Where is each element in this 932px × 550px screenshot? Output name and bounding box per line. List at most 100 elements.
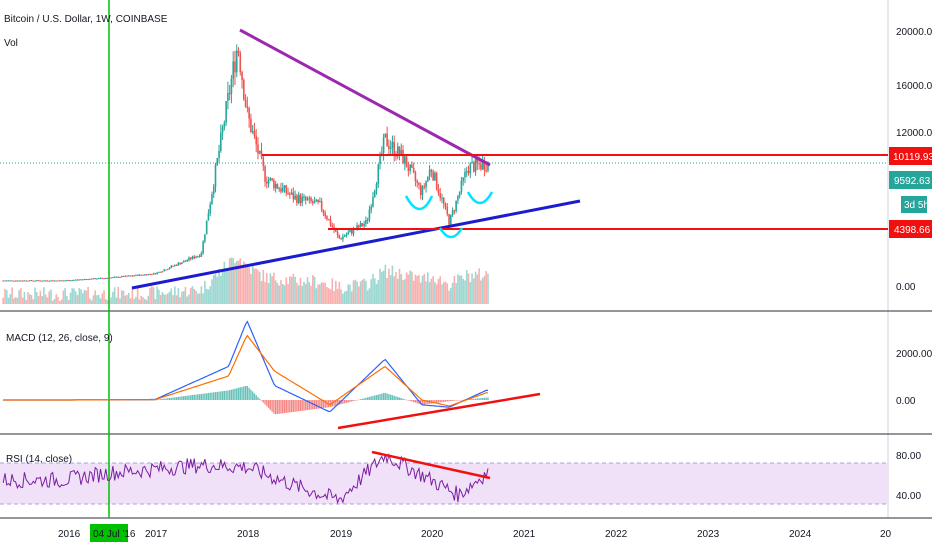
symbol-title[interactable]: Bitcoin / U.S. Dollar, 1W, COINBASE bbox=[4, 14, 168, 25]
macd-histogram-bar bbox=[345, 400, 348, 403]
candle-body bbox=[304, 196, 307, 201]
candle-body bbox=[209, 204, 211, 214]
macd-histogram-bar bbox=[384, 392, 387, 400]
candle-body bbox=[359, 223, 362, 228]
volume-bar bbox=[382, 270, 385, 304]
volume-bar bbox=[212, 275, 215, 304]
rsi-label[interactable]: RSI (14, close) bbox=[6, 454, 72, 465]
time-label-2021: 2021 bbox=[513, 529, 536, 540]
candle-body bbox=[329, 219, 332, 226]
volume-bar bbox=[122, 290, 125, 304]
volume-label[interactable]: Vol bbox=[4, 38, 18, 49]
volume-bar bbox=[377, 279, 380, 304]
volume-bar bbox=[82, 293, 84, 304]
candle-body bbox=[149, 274, 151, 276]
rsi-trendline[interactable] bbox=[371, 450, 491, 480]
volume-bar bbox=[152, 287, 155, 304]
volume-bar bbox=[276, 282, 279, 304]
pattern-arc-middle[interactable] bbox=[438, 227, 464, 239]
candle-body bbox=[290, 192, 293, 195]
macd-histogram-bar bbox=[386, 393, 388, 400]
candle-body bbox=[120, 276, 123, 278]
candle-body bbox=[294, 195, 296, 200]
volume-bar bbox=[458, 275, 461, 304]
candle-body bbox=[455, 200, 457, 211]
volume-bar bbox=[4, 288, 6, 304]
macd-histogram-bar bbox=[283, 400, 286, 414]
candle-body bbox=[396, 146, 399, 157]
volume-bar bbox=[66, 296, 68, 304]
macd-histogram-bar bbox=[315, 400, 318, 409]
volume-bar bbox=[310, 285, 312, 304]
volume-bar bbox=[267, 283, 270, 304]
volume-bar bbox=[322, 282, 325, 304]
volume-bar bbox=[289, 276, 291, 304]
volume-bar bbox=[462, 278, 464, 304]
candle-body bbox=[220, 132, 222, 151]
macd-histogram-bar bbox=[460, 400, 463, 401]
volume-bar bbox=[274, 280, 277, 304]
macd-histogram-bar bbox=[213, 392, 215, 400]
volume-bar bbox=[467, 273, 470, 304]
time-label-2018: 2018 bbox=[237, 529, 260, 540]
volume-bar bbox=[381, 271, 383, 304]
candle-body bbox=[306, 199, 309, 201]
volume-bar bbox=[301, 285, 303, 304]
volume-bar bbox=[294, 276, 296, 304]
macd-label[interactable]: MACD (12, 26, close, 9) bbox=[6, 333, 113, 344]
pattern-arc-left[interactable] bbox=[404, 195, 434, 211]
volume-bar bbox=[166, 293, 169, 304]
volume-bar bbox=[368, 288, 371, 304]
candle-body bbox=[248, 108, 250, 119]
volume-bar bbox=[243, 261, 245, 304]
macd-histogram-bar bbox=[400, 398, 402, 400]
candle-body bbox=[151, 274, 153, 276]
candle-body bbox=[342, 236, 344, 240]
candle-body bbox=[382, 137, 385, 154]
macd-histogram-bar bbox=[216, 391, 218, 400]
macd-histogram-bar bbox=[389, 394, 392, 400]
candle-body bbox=[379, 154, 381, 165]
candle-body bbox=[303, 196, 305, 198]
volume-bar bbox=[421, 275, 424, 304]
volume-bar bbox=[147, 295, 150, 304]
macd-tick-0: 0.00 bbox=[896, 396, 916, 407]
macd-trendline[interactable] bbox=[337, 392, 541, 430]
pattern-arc-right[interactable] bbox=[466, 191, 494, 205]
candle-body bbox=[386, 133, 388, 146]
macd-histogram-bar bbox=[402, 398, 404, 400]
candle-body bbox=[281, 187, 284, 192]
candle-body bbox=[331, 225, 334, 227]
candle-body bbox=[285, 185, 288, 194]
macd-histogram-bar bbox=[411, 400, 413, 402]
volume-bar bbox=[120, 290, 123, 304]
volume-bar bbox=[205, 288, 208, 304]
ascending-trendline[interactable] bbox=[131, 199, 581, 290]
candle-body bbox=[411, 164, 413, 168]
volume-bar bbox=[50, 289, 52, 304]
volume-bar bbox=[423, 273, 426, 304]
candle-body bbox=[414, 172, 417, 181]
candle-body bbox=[467, 171, 470, 174]
volume-bar bbox=[258, 271, 261, 304]
macd-histogram-bar bbox=[163, 398, 165, 400]
volume-bar bbox=[395, 271, 397, 304]
candle-body bbox=[174, 264, 176, 267]
volume-bar bbox=[349, 284, 351, 304]
macd-histogram-bar bbox=[322, 400, 325, 409]
candle-body bbox=[181, 262, 183, 265]
candle-body bbox=[391, 141, 394, 148]
macd-histogram-bar bbox=[398, 397, 401, 400]
macd-histogram-bar bbox=[197, 394, 199, 400]
macd-histogram-bar bbox=[356, 400, 358, 401]
descending-trendline[interactable] bbox=[239, 28, 491, 167]
volume-bar bbox=[409, 270, 411, 304]
macd-histogram-bar bbox=[205, 393, 208, 400]
candle-body bbox=[274, 184, 277, 189]
candle-body bbox=[112, 277, 114, 279]
volume-bar bbox=[453, 275, 456, 304]
volume-bar bbox=[237, 260, 240, 304]
candle-body bbox=[453, 210, 456, 212]
macd-histogram-bar bbox=[289, 400, 291, 413]
